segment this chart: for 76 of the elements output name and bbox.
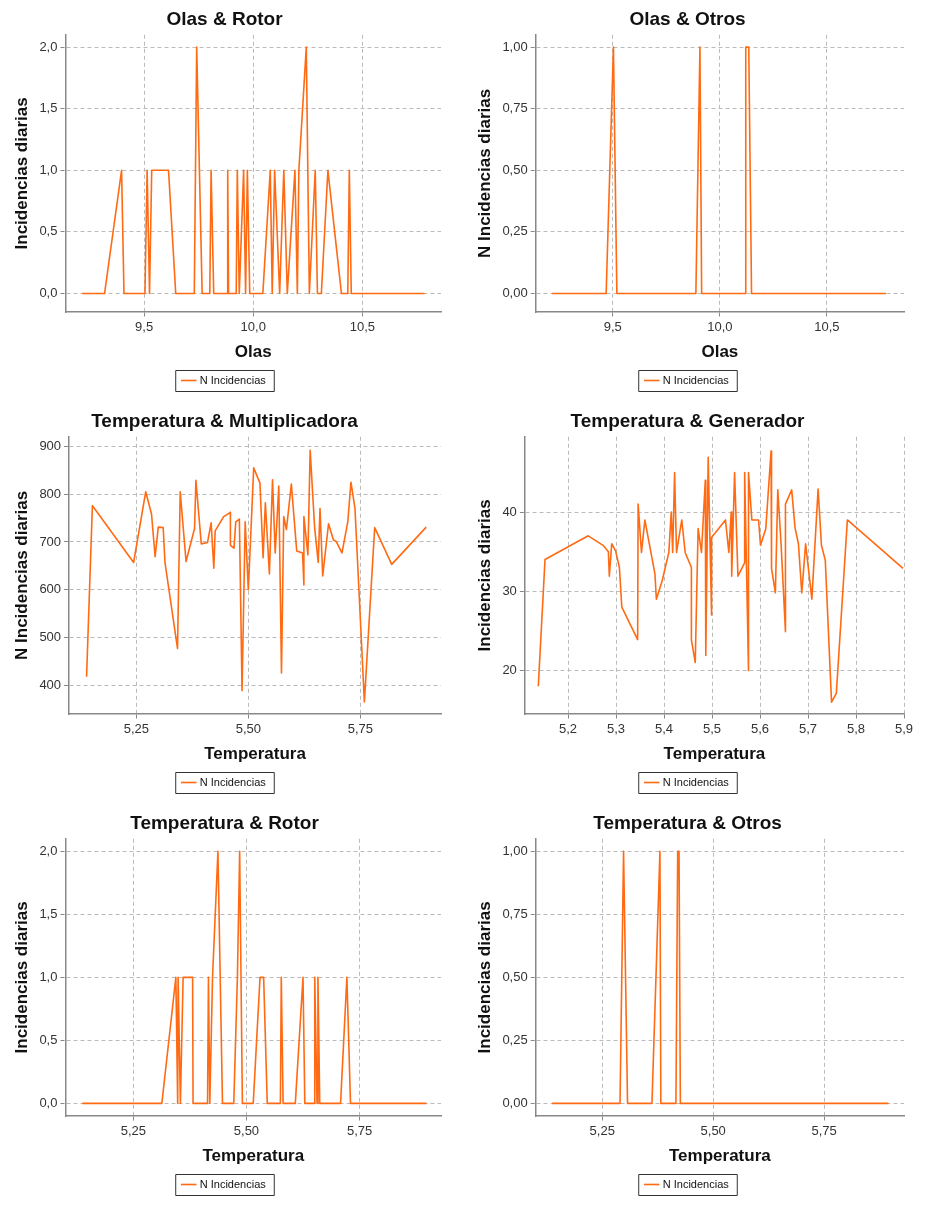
x-tick-label: 9,5 <box>135 319 154 335</box>
y-axis-title: Incidencias diarias <box>11 901 31 1054</box>
x-axis-title: Olas <box>701 342 739 362</box>
x-axis-title: Olas <box>234 342 272 362</box>
x-tick-label: 5,8 <box>846 721 866 737</box>
y-tick-label: 40 <box>502 503 517 519</box>
y-tick-label: 400 <box>39 676 62 692</box>
x-tick-label: 9,5 <box>603 319 622 335</box>
y-tick-label: 0,0 <box>39 1094 58 1110</box>
x-tick-label: 5,3 <box>607 721 626 737</box>
x-axis-title: Temperatura <box>204 744 307 764</box>
legend-label: N Incidencias <box>199 1177 267 1190</box>
y-tick-label: 20 <box>502 662 517 678</box>
y-tick-label: 0,50 <box>502 161 528 177</box>
y-tick-label: 1,0 <box>39 968 58 984</box>
x-tick-label: 5,2 <box>559 721 578 737</box>
y-tick-label: 600 <box>39 581 62 597</box>
chart-title: Temperatura & Multiplicadora <box>91 409 359 431</box>
y-tick-label: 0,00 <box>502 285 528 301</box>
x-tick-label: 10,5 <box>814 319 840 335</box>
x-tick-label: 5,50 <box>235 721 261 737</box>
y-tick-label: 2,0 <box>39 842 58 858</box>
chart-title: Olas & Rotor <box>166 7 284 29</box>
y-tick-label: 900 <box>39 437 62 453</box>
y-tick-label: 0,0 <box>39 285 58 301</box>
y-axis-title: N Incidencias diarias <box>474 88 494 258</box>
y-axis-title: N Incidencias diarias <box>11 490 31 660</box>
y-tick-label: 1,00 <box>502 38 528 54</box>
x-tick-label: 5,75 <box>347 721 373 737</box>
x-tick-label: 5,4 <box>655 721 674 737</box>
x-tick-label: 5,25 <box>120 1123 146 1139</box>
x-tick-label: 5,7 <box>798 721 818 737</box>
x-tick-label: 5,9 <box>894 721 914 737</box>
x-tick-label: 5,50 <box>233 1123 260 1139</box>
legend-label: N Incidencias <box>662 775 730 788</box>
legend-label: N Incidencias <box>199 775 267 788</box>
x-tick-label: 5,5 <box>702 721 722 737</box>
y-tick-label: 0,75 <box>502 100 528 116</box>
y-tick-label: 1,00 <box>502 842 528 858</box>
y-tick-label: 2,0 <box>39 38 58 54</box>
y-tick-label: 1,5 <box>39 100 58 116</box>
y-tick-label: 0,5 <box>39 223 58 239</box>
y-tick-label: 1,0 <box>39 161 58 177</box>
x-tick-label: 5,75 <box>811 1123 837 1139</box>
y-axis-title: Incidencias diarias <box>474 901 494 1054</box>
legend-label: N Incidencias <box>662 1177 730 1190</box>
y-tick-label: 500 <box>39 629 62 645</box>
y-tick-label: 800 <box>39 485 62 501</box>
y-tick-label: 0,25 <box>502 223 528 239</box>
x-axis-title: Temperatura <box>202 1146 305 1166</box>
y-tick-label: 0,5 <box>39 1031 58 1047</box>
x-axis-title: Temperatura <box>663 744 766 764</box>
x-tick-label: 10,0 <box>240 319 266 335</box>
y-tick-label: 700 <box>39 533 62 549</box>
y-tick-label: 0,50 <box>502 968 528 984</box>
chart-title: Temperatura & Generador <box>570 409 806 431</box>
chart-title: Temperatura & Otros <box>593 811 782 833</box>
x-tick-label: 5,25 <box>123 721 149 737</box>
x-axis-title: Temperatura <box>668 1146 772 1166</box>
legend-label: N Incidencias <box>199 373 267 386</box>
chart-title: Temperatura & Rotor <box>130 811 320 833</box>
x-tick-label: 5,50 <box>700 1123 726 1139</box>
x-tick-label: 5,75 <box>346 1123 373 1139</box>
legend-label: N Incidencias <box>662 373 730 386</box>
y-tick-label: 1,5 <box>39 905 58 921</box>
x-tick-label: 10,0 <box>707 319 733 335</box>
y-tick-label: 0,25 <box>502 1031 528 1047</box>
x-tick-label: 10,5 <box>349 319 376 335</box>
y-tick-label: 30 <box>502 582 517 598</box>
x-tick-label: 5,6 <box>750 721 770 737</box>
y-axis-title: Incidencias diarias <box>474 499 494 652</box>
x-tick-label: 5,25 <box>589 1123 615 1139</box>
chart-title: Olas & Otros <box>629 7 746 29</box>
y-tick-label: 0,00 <box>502 1094 528 1110</box>
y-tick-label: 0,75 <box>502 905 528 921</box>
y-axis-title: Incidencias diarias <box>11 97 31 250</box>
